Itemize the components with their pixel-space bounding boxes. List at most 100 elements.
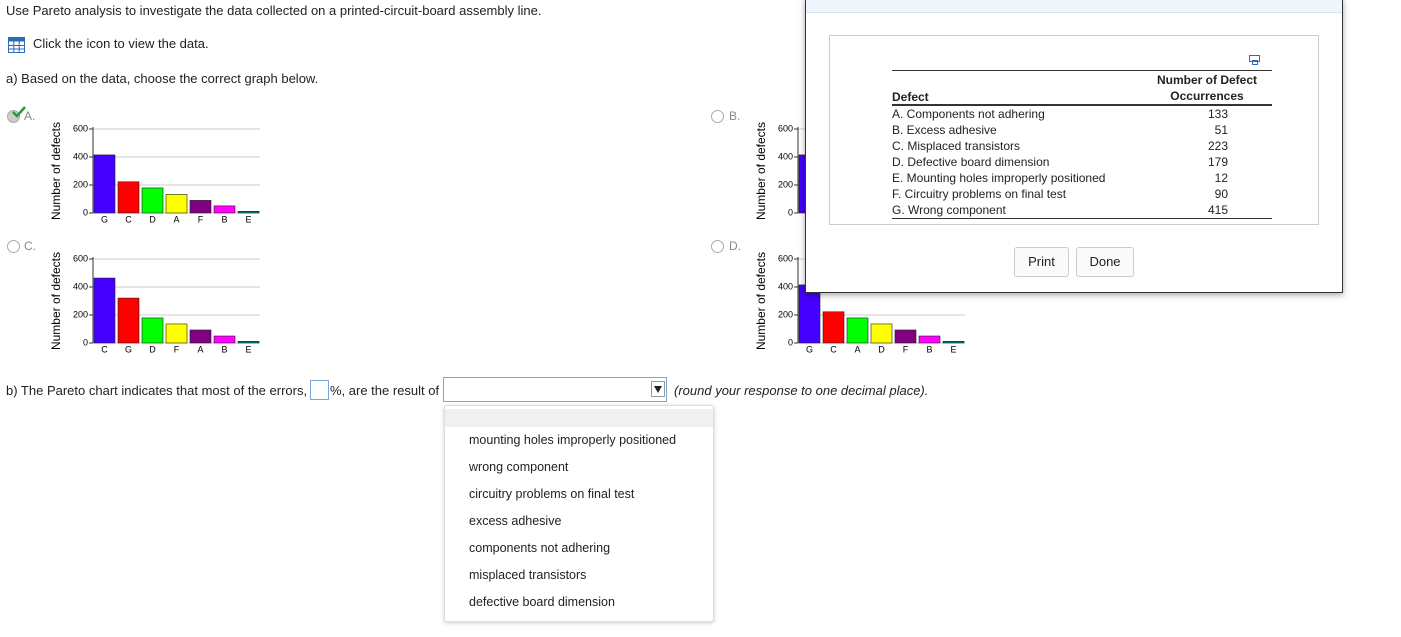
option-label[interactable]: A. xyxy=(24,109,36,123)
data-table: Defect Number of Defect Occurrences A. C… xyxy=(892,70,1272,219)
bar xyxy=(165,194,188,214)
bar xyxy=(798,284,821,344)
popout-icon[interactable] xyxy=(1249,55,1261,66)
table-row: G. Wrong component 415 xyxy=(892,202,1272,219)
bar xyxy=(213,335,236,344)
bar xyxy=(846,317,869,344)
y-tick-label: 200 xyxy=(73,309,88,319)
y-axis-label: Number of defects xyxy=(49,252,63,350)
check xyxy=(12,106,26,118)
dropdown-arrow xyxy=(651,381,665,397)
y-tick-label: 200 xyxy=(73,179,88,189)
occurrences: 12 xyxy=(1214,171,1228,185)
part-b-text: %, are the result of xyxy=(330,383,440,398)
intro: Use Pareto analysis to investigate the d… xyxy=(6,3,542,18)
bar xyxy=(942,341,965,344)
bar xyxy=(93,154,116,214)
y-tick-label: 400 xyxy=(778,151,793,161)
table-row: A. Components not adhering 133 xyxy=(892,105,1272,122)
radio-d[interactable] xyxy=(711,240,724,253)
x-tick-label: C xyxy=(101,344,108,354)
bar xyxy=(237,341,260,344)
option-label[interactable]: C. xyxy=(24,239,36,253)
x-tick-label: C xyxy=(125,214,132,224)
x-tick-label: D xyxy=(149,214,156,224)
header: Defect xyxy=(892,70,1142,106)
occurrences: 51 xyxy=(1214,123,1228,137)
defect: A. Components not adhering xyxy=(892,107,1045,121)
defect: F. Circuitry problems on final test xyxy=(892,187,1067,201)
y-tick-label: 0 xyxy=(788,337,793,347)
occurrences: 133 xyxy=(1207,107,1228,121)
data-icon[interactable] xyxy=(8,37,25,53)
option-label[interactable]: D. xyxy=(729,239,741,253)
done-button[interactable]: Done xyxy=(1076,247,1134,277)
dropdown-option[interactable]: defective board dimension xyxy=(469,595,615,609)
bar xyxy=(165,323,188,344)
radio-c[interactable] xyxy=(7,240,20,253)
y-tick-label: 400 xyxy=(73,281,88,291)
table-box: Defect Number of Defect Occurrences A. C… xyxy=(829,35,1319,225)
x-tick-label: G xyxy=(125,344,132,354)
bar xyxy=(117,181,140,214)
defect: D. Defective board dimension xyxy=(892,155,1050,169)
y-tick-label: 0 xyxy=(788,207,793,217)
dropdown[interactable] xyxy=(443,377,667,402)
y-tick-label: 600 xyxy=(73,123,88,133)
blank-option[interactable] xyxy=(445,409,713,427)
bar xyxy=(189,329,212,344)
dropdown-option[interactable]: components not adhering xyxy=(469,541,611,555)
y-axis-label: Number of defects xyxy=(754,252,768,350)
y-tick-label: 200 xyxy=(778,309,793,319)
bar xyxy=(213,205,236,214)
bar xyxy=(93,277,116,344)
print-button[interactable]: Print xyxy=(1014,247,1069,277)
part-b-text: b) The Pareto chart indicates that most … xyxy=(6,383,308,398)
x-tick-label: D xyxy=(878,344,885,354)
charts: 0 200 400 600 Number of defects G C D A F B E 0 200 40… xyxy=(49,122,965,354)
radio-b[interactable] xyxy=(711,110,724,123)
x-tick-label: G xyxy=(806,344,813,354)
defect: E. Mounting holes improperly positioned xyxy=(892,171,1106,185)
defect: C. Misplaced transistors xyxy=(892,139,1021,153)
y-tick-label: 600 xyxy=(73,253,88,263)
x-tick-label: F xyxy=(198,214,204,224)
bar xyxy=(237,211,260,214)
defect: G. Wrong component xyxy=(892,202,1142,219)
x-tick-label: E xyxy=(245,214,251,224)
bar xyxy=(918,335,941,344)
radio-a[interactable] xyxy=(7,110,20,123)
dropdown-option[interactable]: mounting holes improperly positioned xyxy=(469,433,677,447)
dropdown-option[interactable]: misplaced transistors xyxy=(469,568,587,582)
y-tick-label: 0 xyxy=(83,337,88,347)
option-label[interactable]: B. xyxy=(729,109,741,123)
table-row: E. Mounting holes improperly positioned 1… xyxy=(892,170,1272,186)
bar xyxy=(141,317,164,344)
x-tick-label: F xyxy=(903,344,909,354)
x-tick-label: B xyxy=(221,214,227,224)
y-tick-label: 0 xyxy=(83,207,88,217)
bar xyxy=(141,187,164,214)
dropdown-option[interactable]: circuitry problems on final test xyxy=(469,487,635,501)
part-a: a) Based on the data, choose the correct… xyxy=(6,71,319,86)
bar xyxy=(870,323,893,344)
occurrences: 179 xyxy=(1207,155,1228,169)
data-link[interactable]: Click the icon to view the data. xyxy=(33,36,209,51)
x-tick-label: G xyxy=(101,214,108,224)
y-tick-label: 200 xyxy=(778,179,793,189)
occurrences: 415 xyxy=(1142,202,1272,219)
header: Number of Defect Occurrences xyxy=(1142,70,1272,106)
dialog-header xyxy=(806,0,1342,13)
data-dialog: Defect Number of Defect Occurrences A. C… xyxy=(805,0,1343,293)
x-tick-label: C xyxy=(830,344,837,354)
bar xyxy=(894,329,917,344)
bar xyxy=(822,311,845,344)
dropdown-option[interactable]: excess adhesive xyxy=(469,514,562,528)
percent-input[interactable] xyxy=(310,380,329,400)
dropdown-option[interactable]: wrong component xyxy=(469,460,569,474)
y-axis-label: Number of defects xyxy=(754,122,768,220)
table-row: B. Excess adhesive 51 xyxy=(892,122,1272,138)
x-tick-label: A xyxy=(173,214,179,224)
y-tick-label: 600 xyxy=(778,123,793,133)
